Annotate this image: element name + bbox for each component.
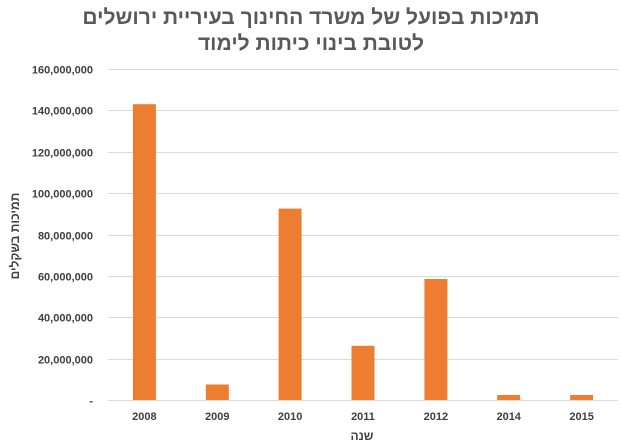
- bar-2015: [570, 395, 594, 400]
- y-tick-label: 80,000,000: [38, 231, 93, 243]
- y-tick-label: 140,000,000: [32, 106, 93, 118]
- y-axis-label: תמיכות בשקלים: [8, 193, 22, 280]
- x-tick-label: 2014: [496, 411, 521, 423]
- x-tick-label: 2009: [205, 411, 229, 423]
- x-tick-label: 2008: [132, 411, 156, 423]
- y-tick-label: -: [89, 396, 93, 408]
- y-tick-label: 60,000,000: [38, 272, 93, 284]
- bar-2009: [205, 384, 229, 400]
- y-axis-ticks: - 20,000,000 40,000,000 60,000,000 80,000,00…: [32, 65, 94, 408]
- chart-title-line-2: לטובת בינוי כיתות לימוד: [198, 32, 424, 55]
- bars: [132, 104, 594, 400]
- bar-2011: [351, 345, 375, 400]
- y-tick-label: 100,000,000: [32, 189, 93, 201]
- y-tick-label: 120,000,000: [32, 148, 93, 160]
- y-tick-label: 40,000,000: [38, 313, 93, 325]
- bar-2010: [278, 208, 302, 400]
- x-tick-label: 2011: [351, 411, 375, 423]
- x-axis-ticks: 2008 2009 2010 2011 2012 2014 2015: [132, 411, 594, 423]
- chart-title-line-1: תמיכות בפועל של משרד החינוך בעיריית ירוש…: [82, 6, 539, 29]
- bar-2012: [424, 279, 448, 400]
- x-tick-label: 2010: [278, 411, 302, 423]
- gridlines: [108, 69, 618, 401]
- x-axis-label: שנה: [351, 429, 374, 443]
- y-tick-label: 160,000,000: [32, 65, 93, 77]
- bar-2014: [497, 395, 521, 400]
- x-tick-label: 2012: [424, 411, 448, 423]
- x-tick-label: 2015: [569, 411, 593, 423]
- bar-2008: [132, 104, 156, 400]
- y-tick-label: 20,000,000: [38, 355, 93, 367]
